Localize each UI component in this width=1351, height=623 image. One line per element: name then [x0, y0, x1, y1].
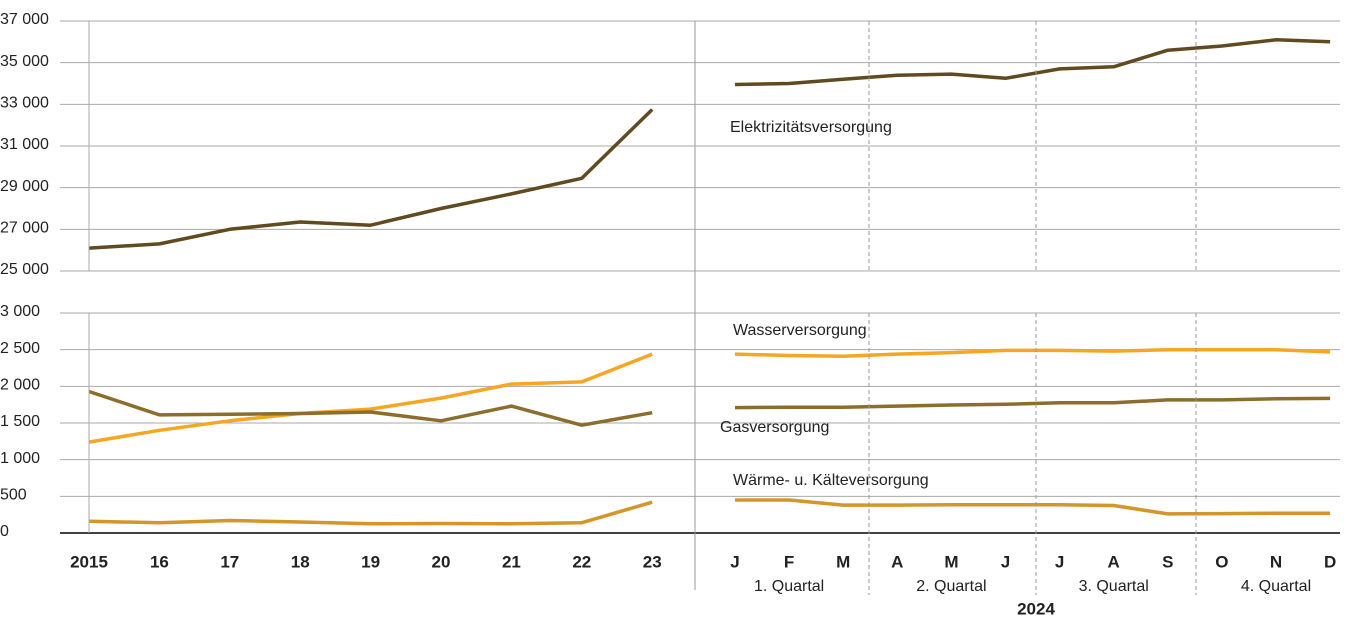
x-tick-label: J	[1001, 552, 1010, 571]
y-tick-label: 1 000	[0, 450, 40, 467]
y-tick-label: 2 000	[0, 377, 40, 394]
series-label: Gasversorgung	[720, 419, 829, 436]
x-tick-label: 17	[220, 552, 239, 571]
period-label: 2024	[1017, 599, 1055, 618]
x-tick-label: 2015	[70, 552, 108, 571]
x-tick-label: O	[1215, 552, 1228, 571]
series-label: Elektrizitätsversorgung	[730, 119, 892, 136]
series-line	[88, 38, 1331, 250]
x-tick-label: 21	[502, 552, 521, 571]
quarter-label: 3. Quartal	[1079, 578, 1149, 595]
quarter-label: 4. Quartal	[1241, 578, 1311, 595]
y-tick-label: 25 000	[0, 261, 49, 278]
x-tick-label: J	[1055, 552, 1064, 571]
y-tick-label: 3 000	[0, 303, 40, 320]
y-tick-label: 27 000	[0, 220, 49, 237]
x-tick-label: 19	[361, 552, 380, 571]
x-tick-label: J	[730, 552, 739, 571]
y-tick-label: 31 000	[0, 136, 49, 153]
y-tick-label: 37 000	[0, 11, 49, 28]
y-tick-label: 29 000	[0, 178, 49, 195]
x-tick-label: 16	[150, 552, 169, 571]
x-tick-label: 18	[291, 552, 310, 571]
x-tick-label: D	[1324, 552, 1336, 571]
x-tick-label: 22	[572, 552, 591, 571]
x-tick-label: F	[784, 552, 794, 571]
x-tick-label: A	[891, 552, 903, 571]
quarter-label: 2. Quartal	[916, 578, 986, 595]
y-tick-label: 2 500	[0, 340, 40, 357]
x-tick-label: A	[1108, 552, 1120, 571]
series-label: Wärme- u. Kälteversorgung	[733, 472, 929, 489]
y-tick-label: 1 500	[0, 413, 40, 430]
y-tick-label: 35 000	[0, 53, 49, 70]
x-tick-label: 23	[643, 552, 662, 571]
series-line	[88, 498, 1331, 526]
x-tick-label: 20	[432, 552, 451, 571]
quarter-label: 1. Quartal	[754, 578, 824, 595]
y-tick-label: 33 000	[0, 95, 49, 112]
x-tick-label: M	[944, 552, 958, 571]
x-tick-label: N	[1270, 552, 1282, 571]
x-tick-label: M	[836, 552, 850, 571]
x-tick-label: S	[1162, 552, 1173, 571]
series-label: Wasserversorgung	[733, 322, 867, 339]
series-line	[88, 347, 1331, 444]
y-tick-label: 0	[0, 523, 9, 540]
y-tick-label: 500	[0, 487, 27, 504]
series-line	[88, 389, 1331, 427]
